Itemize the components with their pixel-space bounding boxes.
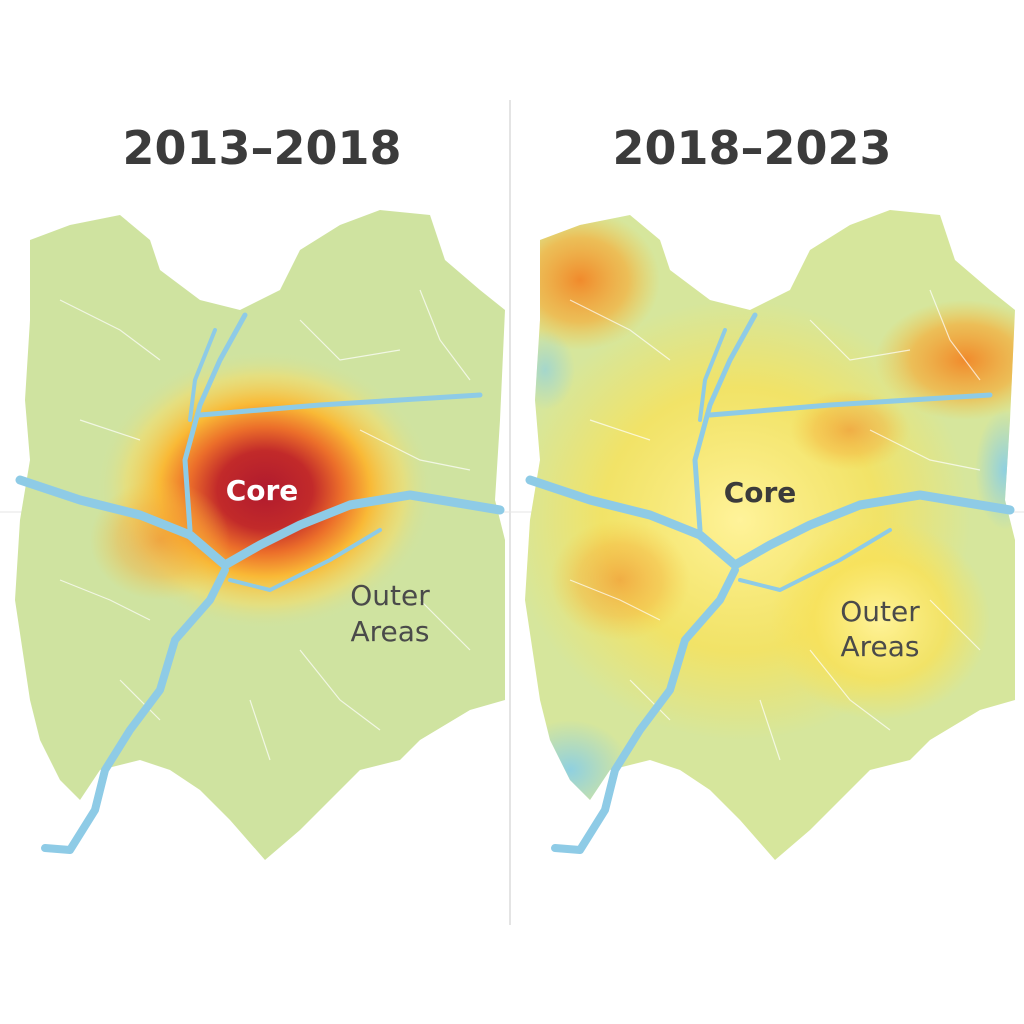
map-panel-left: 2013–2018 Core Outer Areas <box>15 121 505 860</box>
outer-label: Areas <box>840 630 919 663</box>
core-label: Core <box>724 476 797 509</box>
outer-label: Areas <box>350 615 429 648</box>
outer-label: Outer <box>840 595 920 628</box>
core-label: Core <box>226 474 299 507</box>
heat-layer <box>525 210 1015 820</box>
outer-label: Outer <box>350 579 430 612</box>
map-panel-right: 2018–2023 Core Outer Areas <box>525 121 1015 860</box>
panel-title: 2013–2018 <box>122 121 401 175</box>
panel-title: 2018–2023 <box>612 121 891 175</box>
